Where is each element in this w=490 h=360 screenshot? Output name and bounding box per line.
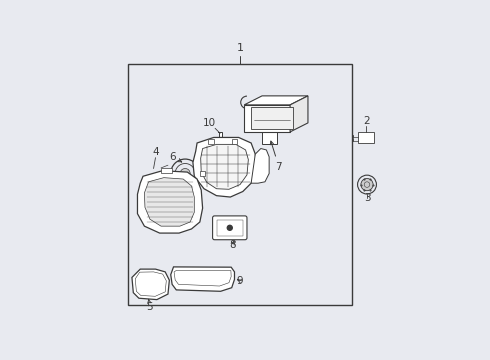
Text: 5: 5 <box>147 299 153 312</box>
Text: 10: 10 <box>203 118 216 129</box>
Polygon shape <box>358 132 374 143</box>
Polygon shape <box>171 267 235 291</box>
Text: 7: 7 <box>270 141 282 172</box>
Polygon shape <box>199 171 204 176</box>
Circle shape <box>180 168 190 179</box>
Polygon shape <box>161 168 172 174</box>
Text: 4: 4 <box>152 148 159 157</box>
Polygon shape <box>138 171 203 233</box>
Polygon shape <box>244 105 290 132</box>
Circle shape <box>222 278 224 280</box>
Text: 3: 3 <box>364 193 370 203</box>
Polygon shape <box>251 107 293 129</box>
Circle shape <box>181 278 183 280</box>
Polygon shape <box>201 144 248 189</box>
Bar <box>217 220 243 235</box>
Polygon shape <box>262 132 277 144</box>
Polygon shape <box>290 96 308 132</box>
Text: 8: 8 <box>229 240 236 250</box>
Polygon shape <box>193 138 257 197</box>
Polygon shape <box>244 96 308 105</box>
Polygon shape <box>132 269 170 300</box>
Circle shape <box>361 179 373 191</box>
Polygon shape <box>232 139 237 144</box>
Circle shape <box>227 225 232 230</box>
Polygon shape <box>208 139 214 144</box>
Text: 6: 6 <box>170 152 182 162</box>
Text: 2: 2 <box>363 116 369 126</box>
Polygon shape <box>251 149 269 183</box>
Text: 9: 9 <box>237 276 244 286</box>
Polygon shape <box>218 132 232 156</box>
Bar <box>128 64 352 305</box>
Text: 1: 1 <box>237 43 244 53</box>
Bar <box>211 151 242 179</box>
Polygon shape <box>145 177 195 226</box>
FancyBboxPatch shape <box>213 216 247 240</box>
